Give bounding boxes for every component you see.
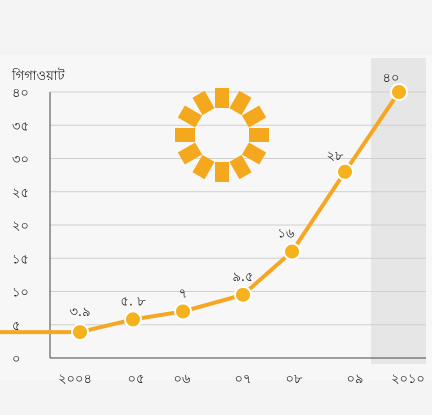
y-tick-label: ২৫: [12, 186, 29, 201]
data-points: [71, 83, 408, 342]
y-tick-labels: ০ ৫ ১০ ১৫ ২০ ২৫ ৩০ ৩৫ ৪০: [12, 86, 29, 367]
y-tick-label: ০: [12, 352, 20, 367]
grid: [50, 91, 426, 326]
data-label: ৫. ৮: [120, 294, 146, 309]
sun-ray: [241, 105, 267, 128]
data-label: ৩.৯: [69, 305, 90, 320]
y-tick-label: ৫: [12, 319, 20, 334]
data-point: [71, 323, 89, 342]
data-labels: ৩.৯ ৫. ৮ ৭ ৯.৫ ১৬ ২৮ ৪০: [69, 71, 399, 320]
sun-ray: [177, 105, 203, 128]
data-point: [124, 310, 142, 329]
sun-ray: [215, 162, 229, 182]
y-tick-label: ৪০: [12, 86, 29, 101]
x-tick-label: ০৬: [174, 372, 191, 387]
sun-ray: [249, 128, 269, 142]
data-label: ৯.৫: [232, 270, 253, 285]
data-point: [283, 242, 301, 261]
sun-ray: [229, 154, 252, 180]
sun-ray: [177, 142, 203, 165]
series-line: [0, 90, 401, 335]
data-point: [336, 162, 354, 181]
sun-ray: [192, 154, 215, 180]
y-tick-label: ৩৫: [12, 119, 29, 134]
x-tick-label: ২০০৪: [58, 372, 92, 387]
data-label: ২৮: [327, 149, 344, 164]
y-tick-label: ১০: [12, 286, 29, 301]
x-tick-label: ০৭: [235, 372, 252, 387]
sun-ray: [175, 128, 195, 142]
highlight-band: [371, 58, 426, 364]
data-point: [390, 83, 408, 101]
y-tick-label: ২০: [12, 219, 29, 234]
data-point: [234, 285, 252, 304]
sun-ray: [229, 90, 252, 116]
x-tick-label: ০৫: [128, 372, 145, 387]
y-tick-label: ৩০: [12, 153, 29, 168]
data-label: ৪০: [383, 71, 400, 86]
data-label: ১৬: [278, 227, 295, 242]
plot-panel: [0, 55, 432, 380]
y-axis-label: গিগাওয়াট: [11, 68, 66, 84]
x-tick-label: ০৮: [286, 372, 303, 387]
sun-ray: [241, 142, 267, 165]
data-point: [174, 302, 192, 321]
x-tick-label: ২০১০: [391, 372, 425, 387]
sun-ray: [215, 88, 229, 108]
x-tick-labels: ২০০৪ ০৫ ০৬ ০৭ ০৮ ০৯ ২০১০: [58, 372, 425, 387]
x-tick-label: ০৯: [347, 372, 364, 387]
sun-icon: [175, 88, 269, 182]
data-label: ৭: [179, 286, 187, 301]
y-tick-label: ১৫: [12, 252, 29, 267]
sun-ray: [192, 90, 215, 116]
